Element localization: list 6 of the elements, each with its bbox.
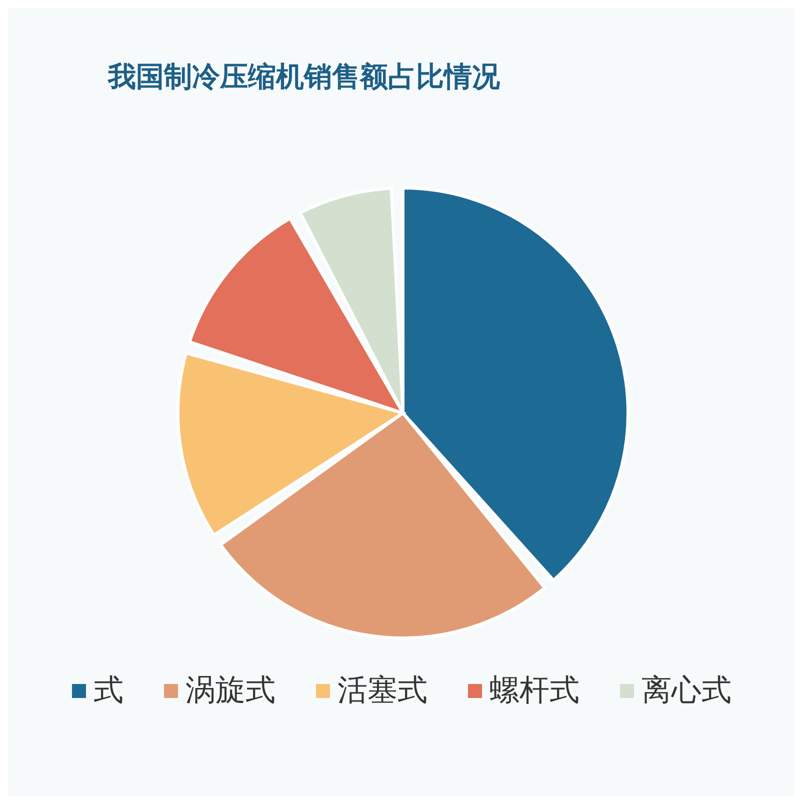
legend-label: 螺杆式 — [490, 672, 580, 710]
legend-label: 活塞式 — [338, 672, 428, 710]
chart-title: 我国制冷压缩机销售额占比情况 — [108, 59, 500, 95]
legend-label: 离心式 — [642, 672, 732, 710]
legend-label: 式 — [94, 672, 124, 710]
legend-label: 涡旋式 — [186, 672, 276, 710]
